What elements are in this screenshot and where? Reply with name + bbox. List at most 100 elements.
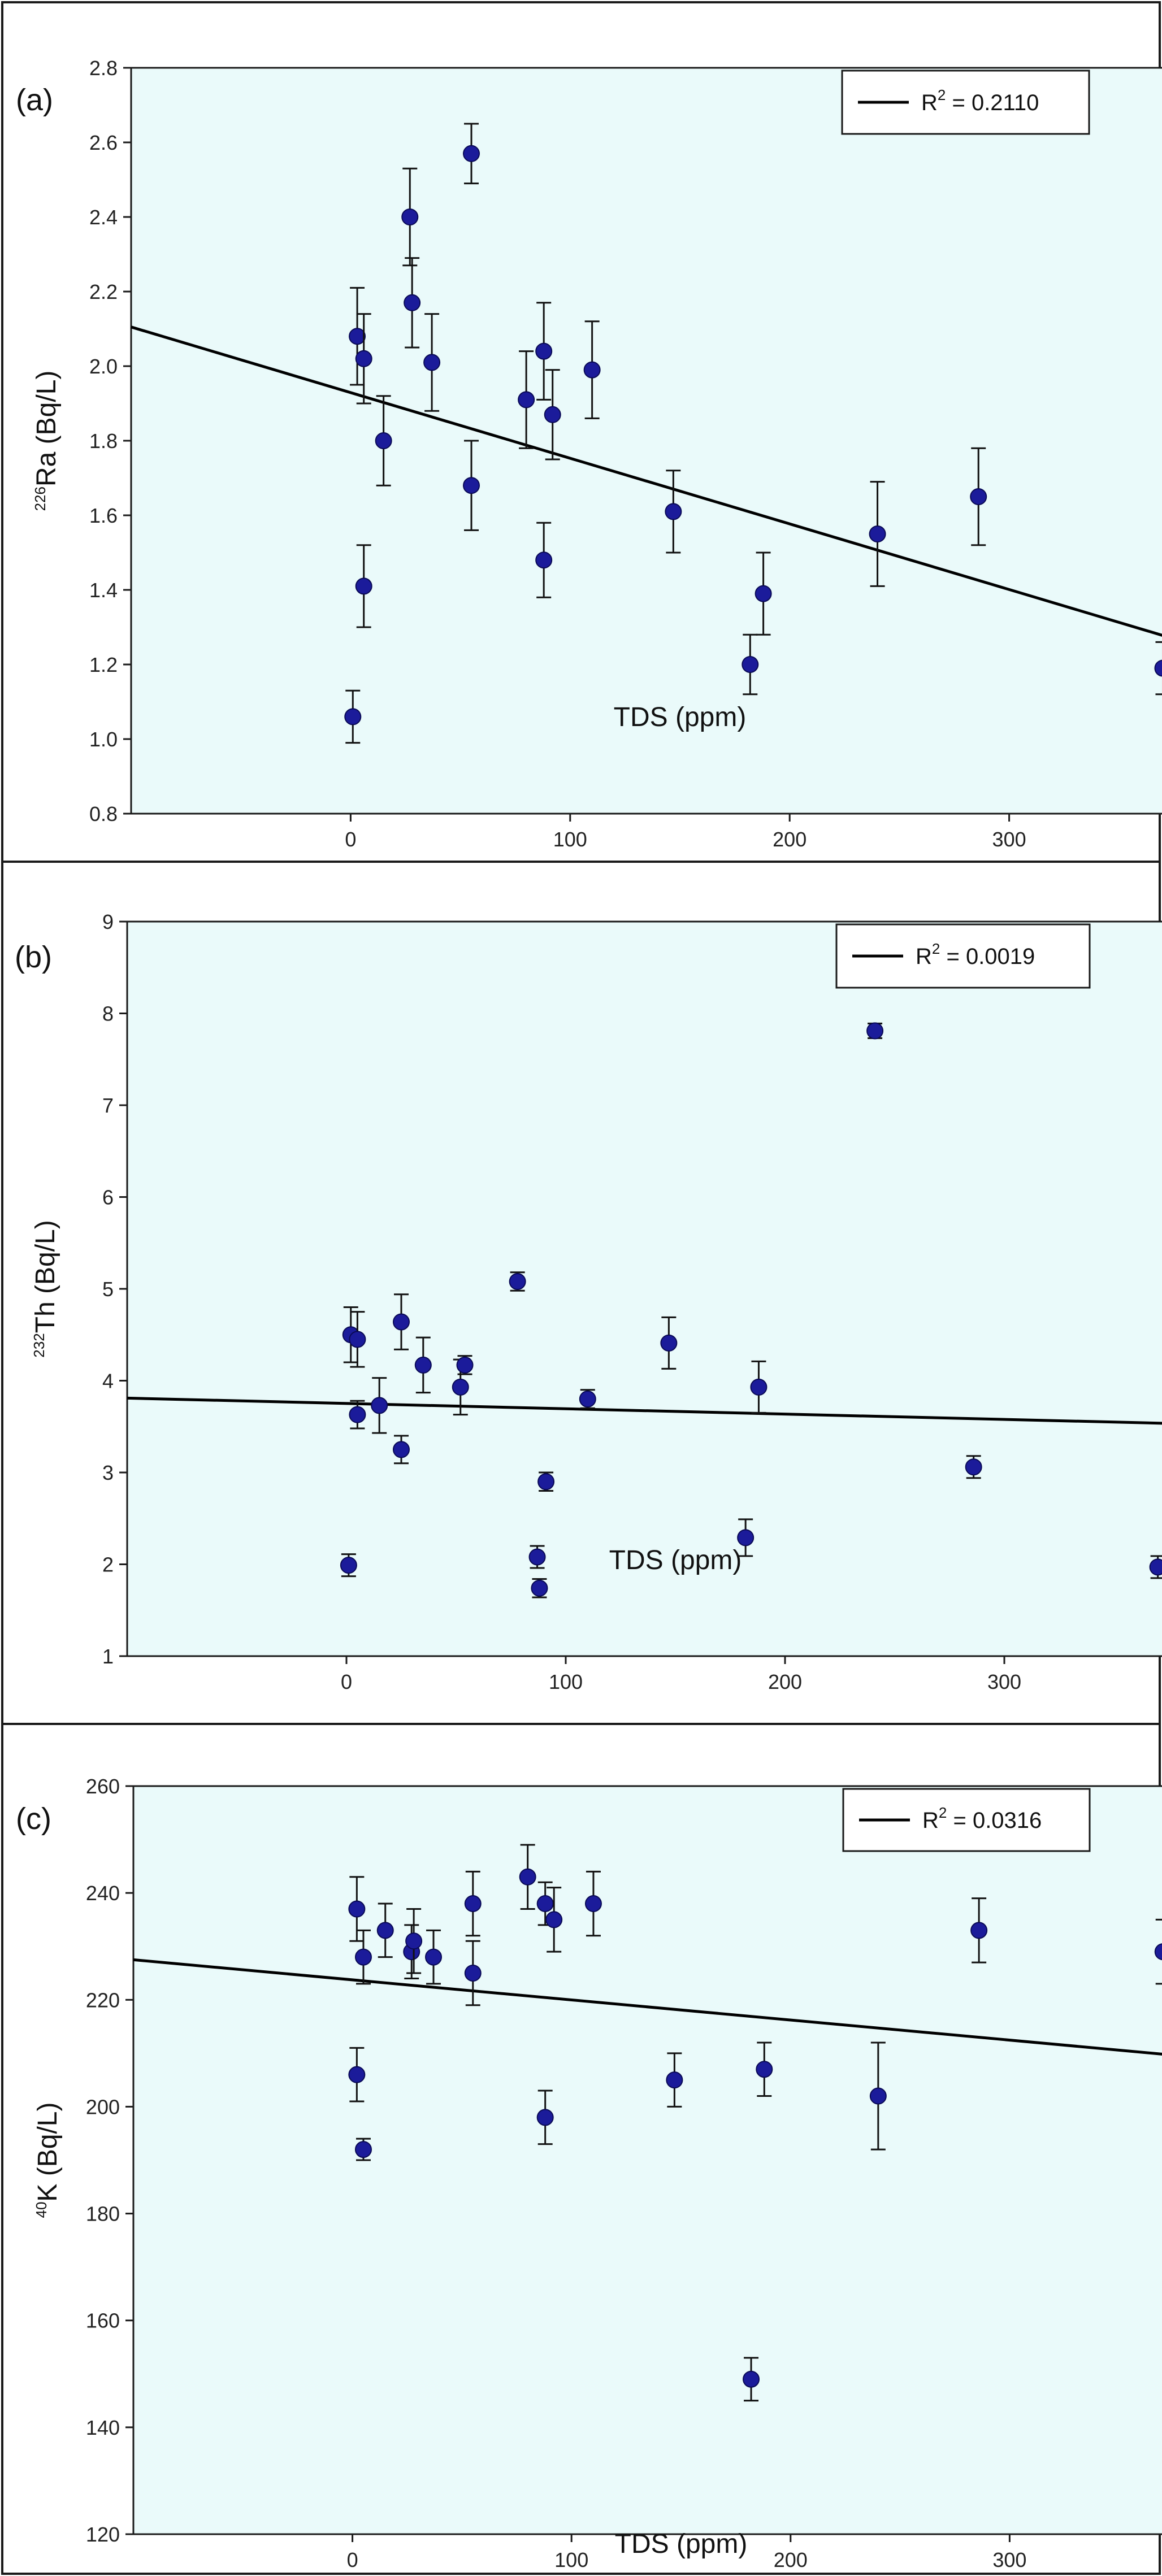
y-axis-title-text: Ra (Bq/L) <box>32 371 62 486</box>
data-point-10 <box>464 1940 482 2006</box>
data-point-8 <box>425 1929 443 1985</box>
data-point-11 <box>509 1271 526 1292</box>
data-point-21 <box>1154 641 1162 696</box>
y-tick-label-2_4: 2.4 <box>89 206 118 229</box>
data-point-4 <box>349 1400 366 1430</box>
data-marker <box>344 708 362 726</box>
data-marker <box>425 1948 443 1966</box>
y-tick-label-6: 6 <box>102 1186 114 1209</box>
data-point-18 <box>750 1360 768 1414</box>
data-point-14 <box>545 1887 563 1953</box>
data-marker <box>750 1378 768 1396</box>
data-point-20 <box>965 1455 982 1479</box>
data-marker <box>1149 1558 1162 1576</box>
legend-label-value: = 0.0316 <box>947 1808 1042 1833</box>
data-point-15 <box>579 1389 596 1409</box>
y-tick-label-1: 1 <box>102 1645 114 1668</box>
y-tick-label-2: 2 <box>102 1553 114 1576</box>
chart-panel-3: (c)0100200300400120140160180200220240260… <box>1 1723 1162 2575</box>
y-tick-label-4: 4 <box>102 1370 114 1393</box>
plot-area <box>130 67 1162 815</box>
data-point-5 <box>371 1377 388 1434</box>
y-tick-label-1_4: 1.4 <box>89 579 118 602</box>
data-point-3 <box>354 1929 372 1985</box>
data-point-6 <box>393 1435 410 1465</box>
data-point-17 <box>743 2357 760 2402</box>
y-axis-title-text: K (Bq/L) <box>33 2102 63 2202</box>
data-point-17 <box>742 633 759 696</box>
x-tick-label-0: 0 <box>347 2548 358 2571</box>
panel-label: (b) <box>15 940 52 974</box>
data-marker <box>423 354 441 371</box>
data-point-15 <box>584 1870 602 1937</box>
data-marker <box>376 1922 394 1939</box>
data-marker <box>583 361 601 379</box>
x-axis-title: TDS (ppm) <box>609 1545 742 1575</box>
y-axis-title-superscript: 226 <box>32 486 49 511</box>
data-point-2 <box>349 286 366 386</box>
data-point-7 <box>405 1908 423 1974</box>
data-point-20 <box>970 447 987 546</box>
data-marker <box>464 1895 482 1913</box>
x-tick-label-200: 200 <box>773 828 807 851</box>
legend-label-prefix: R <box>916 944 932 969</box>
data-point-15 <box>583 320 601 419</box>
panel-label: (c) <box>16 1802 51 1836</box>
y-tick-label-2_6: 2.6 <box>89 131 118 154</box>
data-marker <box>531 1579 548 1597</box>
data-point-13 <box>531 1578 548 1598</box>
data-marker <box>349 1406 366 1423</box>
data-marker <box>452 1378 469 1396</box>
data-marker <box>414 1356 432 1374</box>
x-tick-label-200: 200 <box>774 2548 808 2571</box>
data-marker <box>354 2141 372 2158</box>
data-point-11 <box>518 350 535 449</box>
data-point-19 <box>869 481 886 587</box>
data-point-2 <box>348 2047 366 2102</box>
data-marker <box>405 1932 423 1950</box>
data-marker <box>545 1911 563 1928</box>
data-marker <box>544 406 561 423</box>
x-axis-title: TDS (ppm) <box>615 2529 748 2559</box>
y-axis-title-superscript: 40 <box>33 2202 50 2218</box>
data-marker <box>371 1397 388 1414</box>
y-tick-label-260: 260 <box>86 1775 120 1798</box>
y-tick-label-1_6: 1.6 <box>89 504 118 527</box>
data-point-7 <box>393 1293 410 1350</box>
y-tick-label-5: 5 <box>102 1278 114 1301</box>
x-tick-label-300: 300 <box>992 2548 1026 2571</box>
data-marker <box>340 1557 357 1574</box>
y-tick-label-1_0: 1.0 <box>89 728 118 751</box>
y-tick-label-200: 200 <box>86 2095 120 2118</box>
y-tick-label-2_2: 2.2 <box>89 280 118 303</box>
data-marker <box>535 551 553 569</box>
x-tick-label-100: 100 <box>553 828 587 851</box>
data-marker <box>518 391 535 409</box>
data-marker <box>355 577 372 595</box>
data-marker <box>509 1273 526 1290</box>
data-point-6 <box>401 167 419 267</box>
data-marker <box>348 1900 366 1918</box>
data-marker <box>537 1473 555 1491</box>
data-point-14 <box>537 1471 555 1492</box>
legend-label: R2 = 0.0316 <box>922 1804 1042 1833</box>
data-point-17 <box>737 1518 755 1557</box>
data-marker <box>965 1458 982 1476</box>
data-point-18 <box>756 2041 773 2097</box>
data-point-16 <box>660 1316 678 1370</box>
data-marker <box>869 2087 887 2105</box>
legend: R2 = 0.2110 <box>841 69 1090 135</box>
data-point-21 <box>1149 1555 1162 1579</box>
data-point-10 <box>463 440 480 531</box>
y-tick-label-180: 180 <box>86 2203 120 2226</box>
data-point-12 <box>536 1881 554 1926</box>
plot-area <box>132 1785 1162 2535</box>
data-point-1 <box>340 1553 357 1578</box>
y-tick-label-2_0: 2.0 <box>89 355 118 378</box>
data-marker <box>464 1965 482 1982</box>
x-tick-label-0: 0 <box>341 1670 352 1693</box>
legend-label: R2 = 0.2110 <box>921 86 1039 115</box>
data-marker <box>665 503 682 520</box>
data-point-20 <box>970 1897 988 1964</box>
